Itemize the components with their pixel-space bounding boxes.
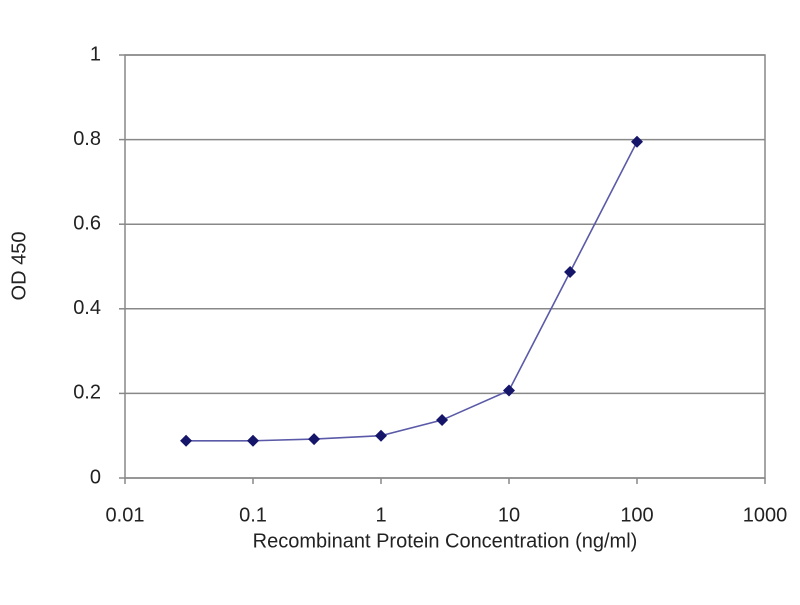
point — [631, 135, 643, 148]
x-tick-label: 0.1 — [239, 504, 267, 526]
y-tick-label: 0.8 — [73, 128, 101, 150]
point — [247, 434, 259, 447]
x-tick-label: 0.01 — [106, 504, 145, 526]
point — [180, 434, 193, 447]
point — [503, 384, 515, 397]
y-tick-label: 0.2 — [73, 382, 101, 404]
point — [375, 429, 387, 442]
point — [436, 414, 449, 427]
x-axis-label: Recombinant Protein Concentration (ng/ml… — [253, 530, 638, 552]
y-tick-label: 1 — [90, 43, 101, 65]
y-tick-label: 0.4 — [73, 297, 101, 319]
y-tick-label: 0 — [90, 466, 101, 488]
x-tick-label: 100 — [620, 504, 653, 526]
x-tick-label: 10 — [498, 504, 520, 526]
point — [564, 265, 577, 278]
x-tick-label: 1000 — [743, 504, 788, 526]
y-tick-label: 0.6 — [73, 212, 101, 234]
y-axis-label: OD 450 — [8, 232, 30, 301]
plot-frame — [124, 54, 766, 479]
x-tick-label: 1 — [375, 504, 386, 526]
point — [308, 433, 321, 446]
series-line — [186, 141, 638, 442]
